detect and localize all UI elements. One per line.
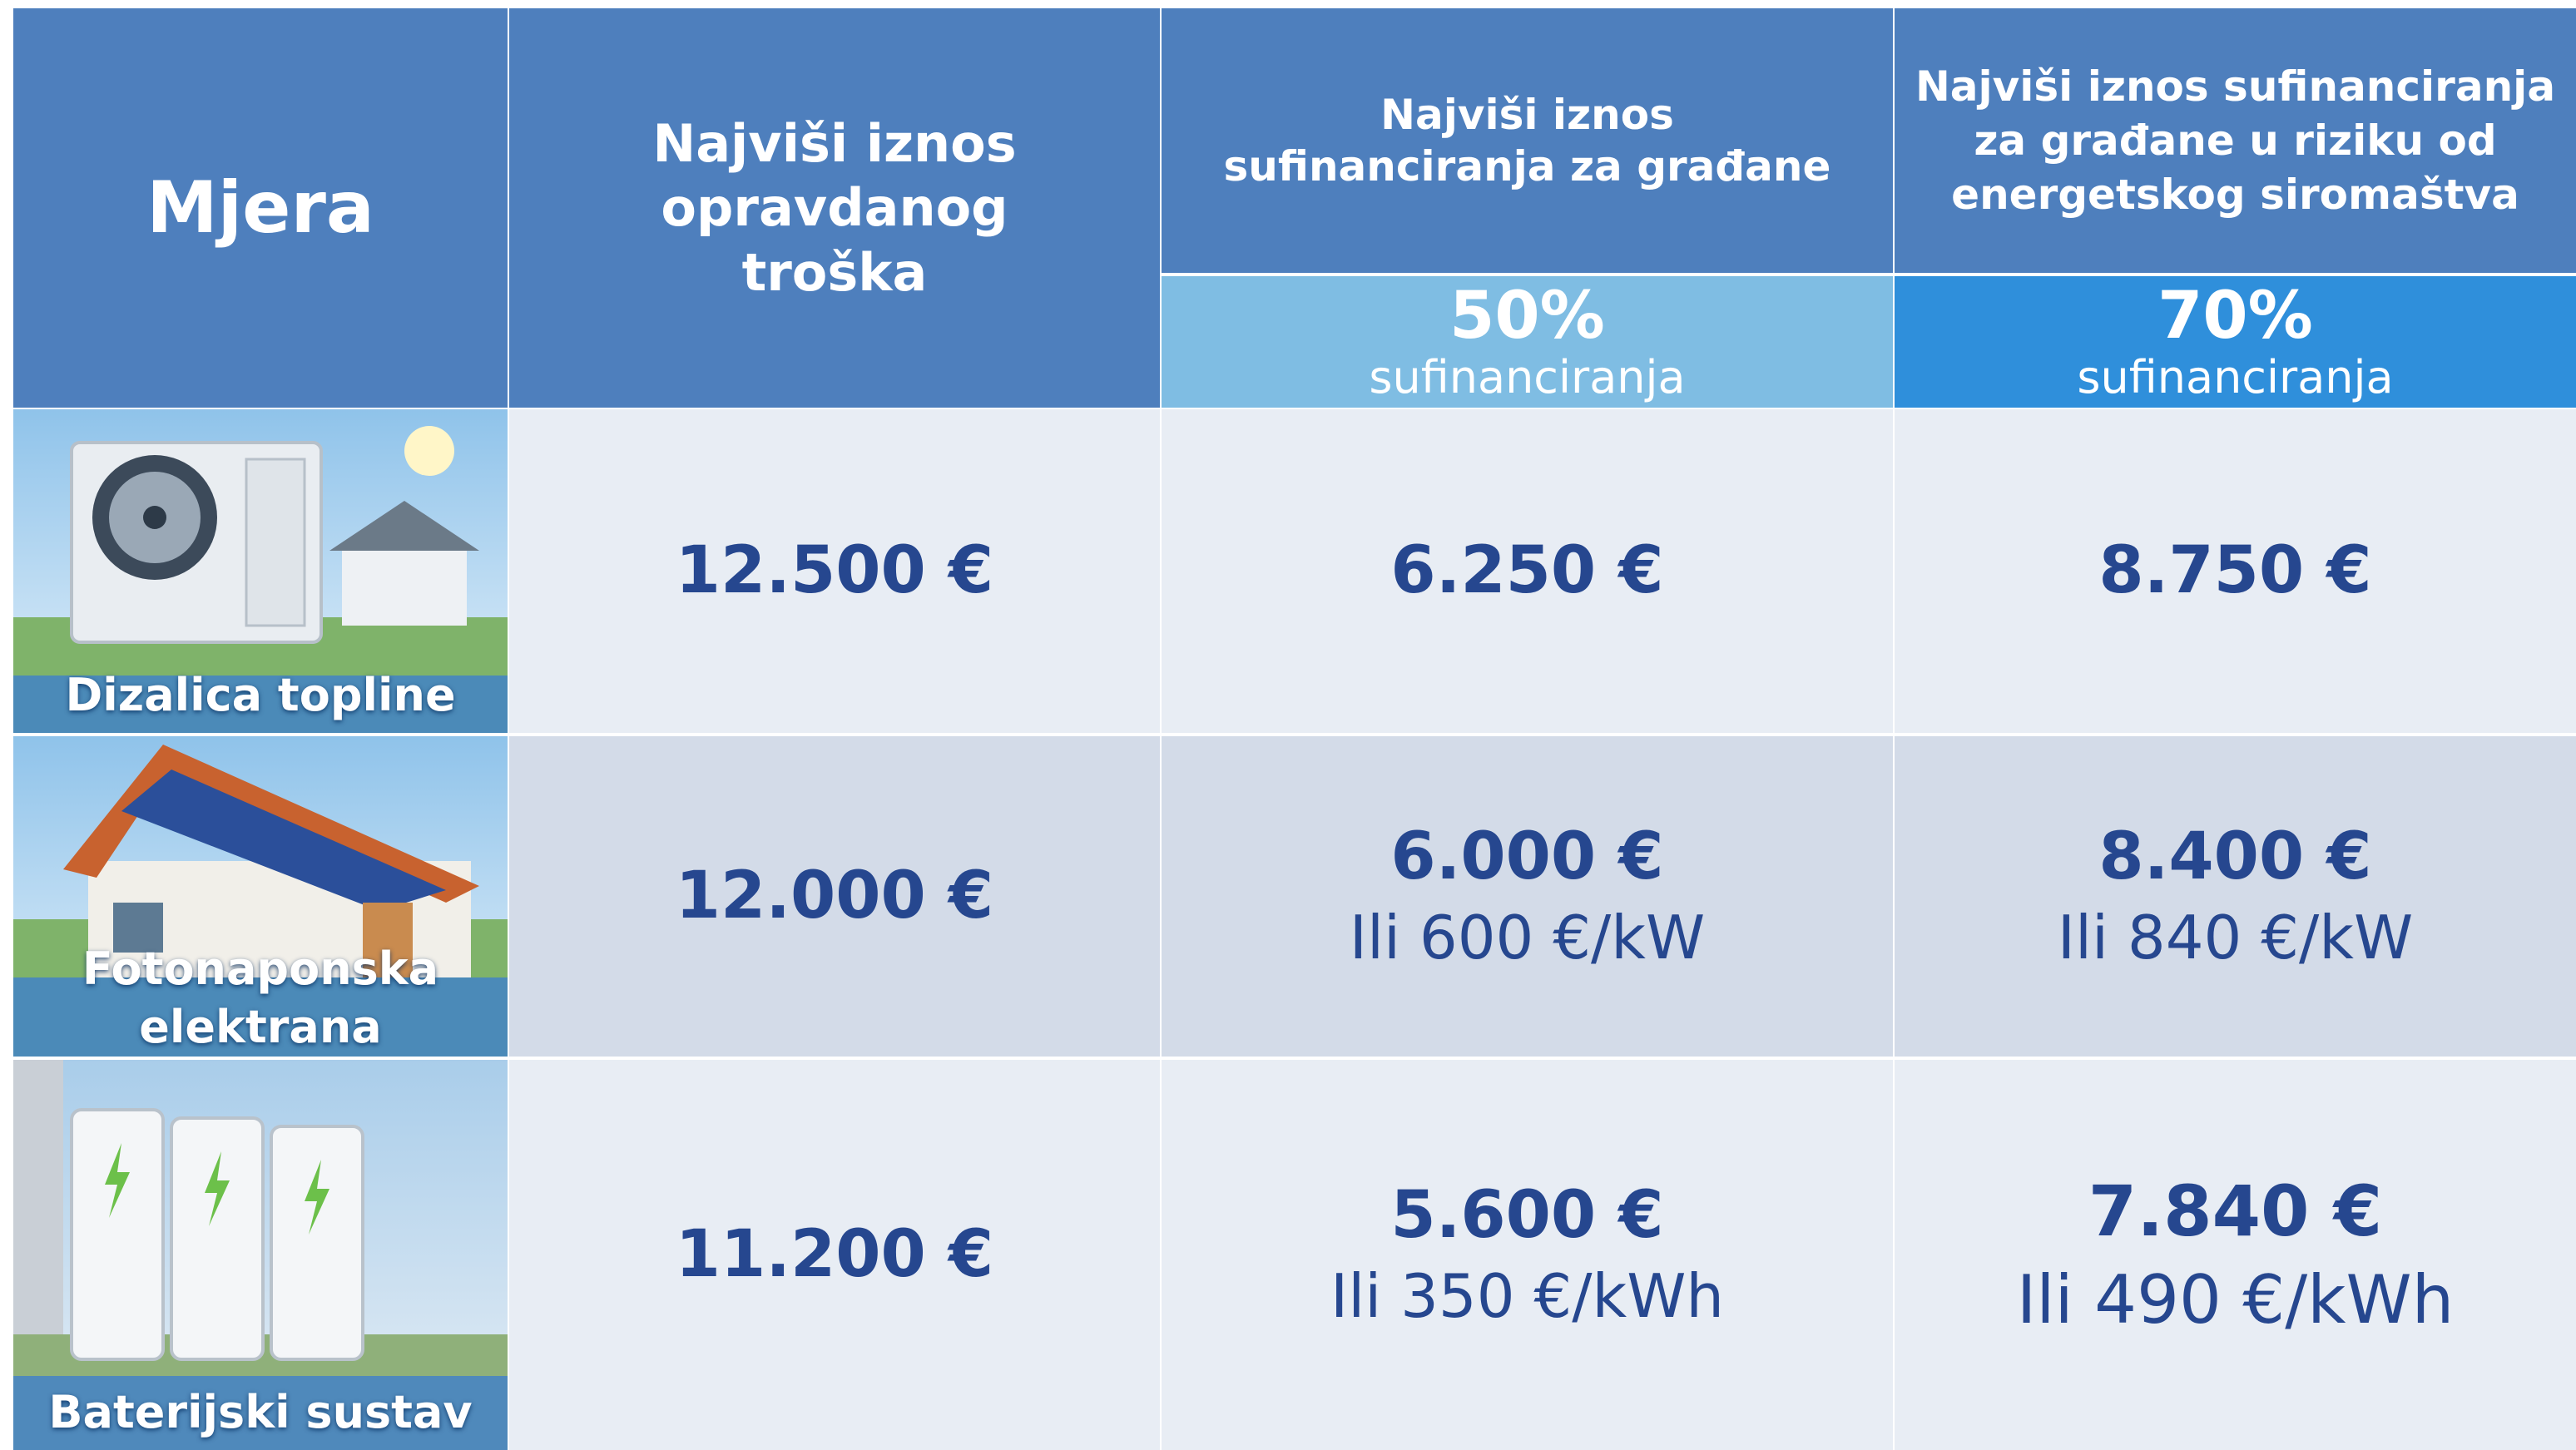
header-citizens: Najviši iznos sufinanciranja za građane bbox=[1162, 8, 1893, 273]
value-alt: Ili 490 €/kWh bbox=[2017, 1257, 2455, 1344]
value-alt: Ili 350 €/kWh bbox=[1330, 1258, 1724, 1336]
value: 11.200 € bbox=[676, 1213, 993, 1297]
value: 7.840 € bbox=[2088, 1166, 2382, 1257]
value-alt: Ili 600 €/kW bbox=[1350, 899, 1705, 977]
measure-label: Baterijski sustav bbox=[13, 1383, 508, 1442]
cost-cell: 11.200 € bbox=[509, 1060, 1160, 1450]
poverty-cell: 8.750 € bbox=[1895, 409, 2576, 733]
measure-label: Fotonaponska elektrana bbox=[13, 940, 508, 1057]
solar-image: Fotonaponska elektrana bbox=[13, 736, 508, 1057]
percent: 70% bbox=[2157, 281, 2313, 353]
citizens-cell: 6.000 €Ili 600 €/kW bbox=[1162, 736, 1893, 1057]
value: 12.000 € bbox=[676, 854, 993, 938]
poverty-cell: 7.840 €Ili 490 €/kWh bbox=[1895, 1060, 2576, 1450]
value-alt: Ili 840 €/kW bbox=[2058, 899, 2413, 977]
value: 5.600 € bbox=[1390, 1174, 1663, 1258]
percent: 50% bbox=[1449, 281, 1605, 353]
poverty-cell: 8.400 €Ili 840 €/kW bbox=[1895, 736, 2576, 1057]
cost-cell: 12.000 € bbox=[509, 736, 1160, 1057]
page: Mjera Najviši iznos opravdanog troška Na… bbox=[0, 0, 2576, 1450]
value: 8.750 € bbox=[2098, 529, 2371, 613]
citizens-cell: 5.600 €Ili 350 €/kWh bbox=[1162, 1060, 1893, 1450]
value: 6.000 € bbox=[1390, 815, 1663, 899]
heat-pump-image: Dizalica topline bbox=[13, 409, 508, 733]
value: 6.250 € bbox=[1390, 529, 1663, 613]
citizens-cell: 6.250 € bbox=[1162, 409, 1893, 733]
measure-label: Dizalica topline bbox=[13, 666, 508, 725]
value: 12.500 € bbox=[676, 529, 993, 613]
value: 8.400 € bbox=[2098, 815, 2371, 899]
header-measure: Mjera bbox=[13, 8, 508, 408]
battery-image: Baterijski sustav bbox=[13, 1060, 508, 1450]
subheader-50: 50% sufinanciranja bbox=[1162, 276, 1893, 408]
cost-cell: 12.500 € bbox=[509, 409, 1160, 733]
header-cost: Najviši iznos opravdanog troška bbox=[509, 8, 1160, 408]
subheader-70: 70% sufinanciranja bbox=[1895, 276, 2576, 408]
header-poverty: Najviši iznos sufinanciranja za građane … bbox=[1895, 8, 2576, 273]
percent-label: sufinanciranja bbox=[2077, 353, 2393, 402]
percent-label: sufinanciranja bbox=[1369, 353, 1685, 402]
